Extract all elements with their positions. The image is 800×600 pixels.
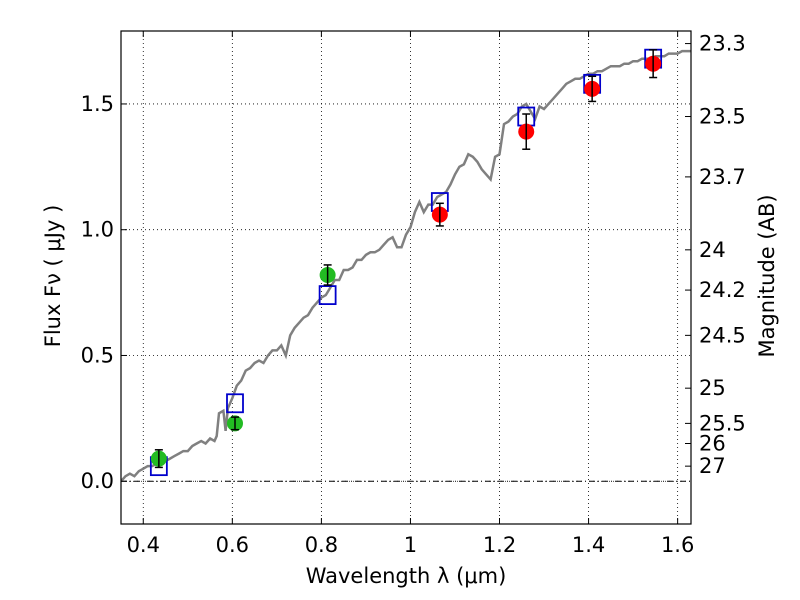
model-photometry-square bbox=[226, 393, 244, 414]
y-tick-label: 1.5 bbox=[81, 92, 114, 116]
grid bbox=[121, 31, 691, 524]
model-photometry-square bbox=[318, 285, 337, 306]
x-tick-label: 0.6 bbox=[216, 533, 249, 557]
photometry-marks bbox=[149, 48, 663, 477]
right-tick-label: 23.7 bbox=[699, 165, 746, 189]
x-tick-label: 1.6 bbox=[661, 533, 694, 557]
right-tick-label: 23.3 bbox=[699, 32, 746, 56]
y-axis-title: Flux Fν ( μJy ) bbox=[41, 205, 65, 348]
right-tick-label: 24.5 bbox=[699, 323, 746, 347]
right-tick-label: 27 bbox=[699, 454, 726, 478]
right-tick-label: 25 bbox=[699, 376, 726, 400]
right-axis-title: Magnitude (AB) bbox=[755, 194, 779, 357]
x-tick-label: 1.4 bbox=[572, 533, 605, 557]
y-tick-label: 1.0 bbox=[81, 218, 114, 242]
y-tick-label: 0.5 bbox=[81, 343, 114, 367]
right-tick-label: 24 bbox=[699, 238, 726, 262]
x-tick-label: 1 bbox=[404, 533, 417, 557]
x-axis-title: Wavelength λ (μm) bbox=[306, 564, 507, 588]
right-tick-label: 24.2 bbox=[699, 278, 746, 302]
plot-frame bbox=[120, 30, 692, 525]
model-spectrum-line bbox=[121, 49, 691, 483]
right-tick-label: 26 bbox=[699, 432, 726, 456]
x-tick-label: 0.4 bbox=[127, 533, 160, 557]
y-tick-label: 0.0 bbox=[81, 469, 114, 493]
x-tick-label: 0.8 bbox=[305, 533, 338, 557]
x-tick-label: 1.2 bbox=[483, 533, 516, 557]
right-tick-label: 23.5 bbox=[699, 105, 746, 129]
right-tick-label: 25.5 bbox=[699, 411, 746, 435]
axis-ticks: 0.4 0.6 0.8 1 1.2 1.4 1.6 0.0 0.5 1.0 1.5 23.3 23.5 2… bbox=[81, 31, 746, 557]
